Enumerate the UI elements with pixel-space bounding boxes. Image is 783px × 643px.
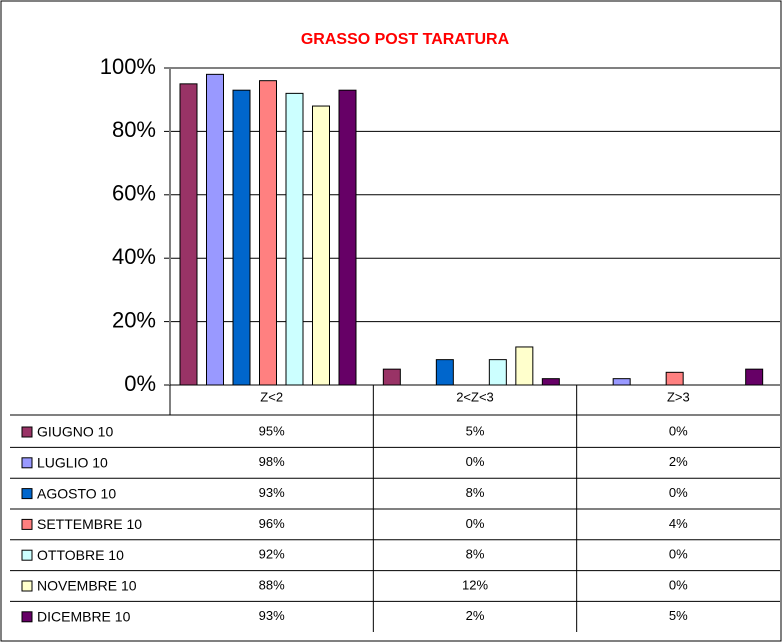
legend-label: OTTOBRE 10 xyxy=(37,547,124,563)
bar xyxy=(206,73,224,386)
legend-label: SETTEMBRE 10 xyxy=(37,516,142,532)
legend-key xyxy=(21,457,33,469)
bar xyxy=(665,371,684,386)
data-label: 12% xyxy=(462,577,488,592)
legend-label: DICEMBRE 10 xyxy=(37,609,131,625)
data-label: 0% xyxy=(669,547,688,562)
legend-key xyxy=(21,518,33,530)
data-label: 0% xyxy=(669,577,688,592)
data-label: 92% xyxy=(259,547,285,562)
legend-key xyxy=(21,611,33,623)
y-tick-label: 100% xyxy=(100,54,156,79)
data-label: 8% xyxy=(466,547,485,562)
x-tick-label: Z>3 xyxy=(667,389,690,404)
legend-label: GIUGNO 10 xyxy=(37,424,113,440)
bar xyxy=(515,346,534,386)
legend-key xyxy=(21,580,33,592)
bar xyxy=(382,368,401,386)
data-label: 0% xyxy=(669,423,688,438)
x-tick-label: 2<Z<3 xyxy=(456,389,494,404)
data-label: 93% xyxy=(259,608,285,623)
y-tick-label: 40% xyxy=(112,244,156,269)
data-label: 0% xyxy=(669,485,688,500)
legend-label: NOVEMBRE 10 xyxy=(37,578,137,594)
bar xyxy=(285,92,304,386)
legend-key xyxy=(21,549,33,561)
data-label: 95% xyxy=(259,423,285,438)
x-tick-label: Z<2 xyxy=(260,389,283,404)
bar xyxy=(312,105,330,386)
data-label: 0% xyxy=(466,516,485,531)
bar xyxy=(259,80,277,386)
legend-key xyxy=(21,426,33,438)
data-label: 4% xyxy=(669,516,688,531)
bar xyxy=(179,83,198,386)
legend-label: LUGLIO 10 xyxy=(37,455,108,471)
bar xyxy=(612,378,631,386)
data-label: 0% xyxy=(466,454,485,469)
bar xyxy=(338,89,357,386)
data-label: 5% xyxy=(669,608,688,623)
data-label: 2% xyxy=(466,608,485,623)
y-tick-label: 20% xyxy=(112,307,156,332)
legend-label: AGOSTO 10 xyxy=(37,485,116,501)
data-label: 96% xyxy=(259,516,285,531)
data-label: 88% xyxy=(259,577,285,592)
y-tick-label: 60% xyxy=(112,181,156,206)
bar xyxy=(435,359,454,386)
bar xyxy=(541,378,560,386)
bar xyxy=(488,359,507,386)
legend-key xyxy=(21,488,33,500)
data-label: 98% xyxy=(259,454,285,469)
bar xyxy=(745,368,764,386)
bar xyxy=(232,89,251,386)
y-tick-label: 80% xyxy=(112,117,156,142)
chart-title: GRASSO POST TARATURA xyxy=(301,31,510,48)
data-label: 93% xyxy=(259,485,285,500)
y-tick-label: 0% xyxy=(124,371,156,396)
data-label: 2% xyxy=(669,454,688,469)
data-label: 5% xyxy=(466,423,485,438)
data-label: 8% xyxy=(466,485,485,500)
